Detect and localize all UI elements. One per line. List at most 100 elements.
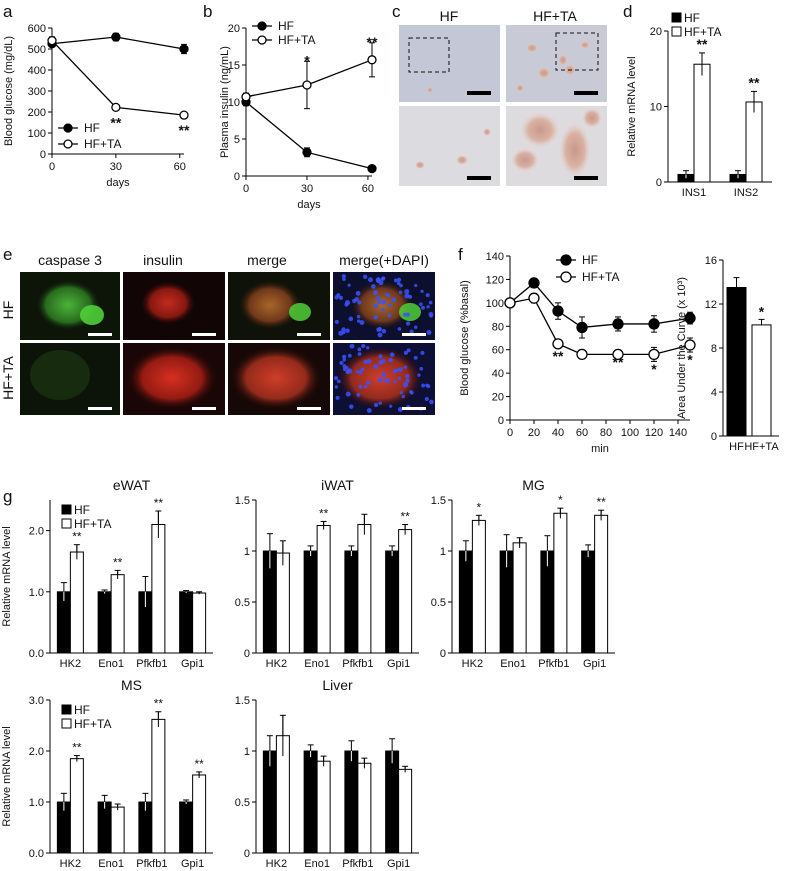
y-axis-label: Plasma insulin (ng/mL) bbox=[219, 46, 231, 158]
dapi-nucleus bbox=[420, 305, 426, 310]
chart-title: Liver bbox=[322, 677, 353, 693]
x-tick-label: Pfkfb1 bbox=[342, 658, 373, 670]
y-tick-label: 0.0 bbox=[29, 648, 44, 660]
dapi-nucleus bbox=[381, 373, 386, 378]
x-tick-label: Pfkfb1 bbox=[342, 858, 373, 870]
significance-marker: ** bbox=[400, 509, 410, 523]
y-tick-label: 80 bbox=[492, 321, 504, 333]
bar-HF+TA-Gpi1 bbox=[192, 592, 207, 654]
panel-e-col-insulin: insulin bbox=[143, 252, 183, 268]
bar-HF+TA-HK2 bbox=[275, 552, 290, 654]
y-tick-label: 10 bbox=[228, 97, 240, 109]
dapi-nucleus bbox=[347, 283, 351, 287]
x-tick-label: Eno1 bbox=[98, 858, 124, 870]
data-point-HF bbox=[612, 318, 624, 330]
x-tick-label: Eno1 bbox=[500, 658, 526, 670]
dapi-nucleus bbox=[373, 364, 379, 370]
bar-HF+TA-Eno1 bbox=[110, 574, 125, 654]
data-point-HF+TA bbox=[241, 92, 251, 102]
x-tick-label: HK2 bbox=[266, 658, 287, 670]
y-axis-label: Blood glucose (mg/dL) bbox=[3, 36, 15, 146]
data-point-HF bbox=[179, 44, 189, 54]
panel-e-row-hfta: HF+TA bbox=[0, 356, 16, 400]
dapi-nucleus bbox=[378, 360, 384, 365]
dapi-nucleus bbox=[409, 329, 414, 334]
dapi-nucleus bbox=[359, 320, 365, 325]
panel-label-g: g bbox=[3, 487, 12, 506]
bar-HF-Gpi1 bbox=[179, 591, 194, 654]
significance-marker: * bbox=[304, 52, 310, 68]
islet-stain-hfta bbox=[511, 41, 602, 178]
legend-swatch bbox=[61, 718, 72, 729]
bar-HF-HK2 bbox=[458, 550, 473, 654]
scale-bar-e5 bbox=[88, 407, 112, 410]
y-tick-label: 15 bbox=[228, 60, 240, 72]
legend-marker bbox=[63, 123, 73, 133]
bar-HF+TA-Pfkfb1 bbox=[357, 523, 372, 654]
y-tick-label: 400 bbox=[28, 65, 46, 77]
dapi-nucleus bbox=[405, 378, 410, 383]
dapi-nucleus bbox=[348, 316, 354, 322]
bar-HF+TA-Pfkfb1 bbox=[553, 512, 568, 654]
y-tick-label: 100 bbox=[486, 298, 504, 310]
dapi-nucleus bbox=[354, 297, 359, 302]
data-point-HF+TA bbox=[576, 348, 588, 361]
legend-swatch bbox=[671, 26, 682, 37]
data-point-HF+TA bbox=[528, 292, 540, 304]
dapi-nucleus bbox=[388, 358, 393, 363]
significance-marker: * bbox=[477, 500, 482, 514]
y-tick-label: 2.0 bbox=[29, 526, 44, 538]
dapi-nucleus bbox=[361, 343, 366, 349]
x-axis-label: days bbox=[297, 199, 321, 211]
significance-marker: * bbox=[687, 352, 693, 368]
bar-HF-Pfkfb1 bbox=[344, 750, 359, 854]
dapi-nucleus bbox=[397, 376, 402, 381]
scale-bar-hfta-zoom bbox=[574, 176, 598, 180]
panel-label-c: c bbox=[392, 2, 401, 21]
data-point-HF bbox=[367, 163, 377, 174]
panel-label-f: f bbox=[458, 245, 463, 264]
dapi-nucleus bbox=[333, 376, 339, 381]
dapi-nucleus bbox=[397, 406, 403, 412]
dapi-nucleus bbox=[409, 389, 413, 394]
dapi-nucleus bbox=[339, 360, 344, 366]
x-tick-label: HK2 bbox=[266, 858, 287, 870]
legend-label: HF bbox=[84, 121, 100, 135]
dapi-nucleus bbox=[381, 299, 387, 305]
chart-title: MG bbox=[522, 477, 545, 493]
y-axis-label: Area Under the Curve (x 10³) bbox=[676, 277, 688, 419]
dapi-nucleus bbox=[347, 368, 353, 374]
histology-hf-zoom bbox=[399, 106, 500, 186]
legend-label: HF bbox=[74, 703, 90, 717]
data-point-HF+TA bbox=[302, 80, 312, 90]
data-point-HF+TA bbox=[111, 102, 121, 113]
dapi-nucleus bbox=[426, 305, 430, 309]
chart-title: MS bbox=[121, 677, 142, 693]
x-tick-label: HK2 bbox=[462, 658, 483, 670]
chart-g-liver: 0 0.5 1 1.5 HK2 Eno1 Pfkfb1 Gpi1 Liver bbox=[235, 677, 419, 870]
x-tick-label: HF bbox=[729, 441, 744, 453]
bar-HF+TA-Gpi1 bbox=[192, 774, 207, 854]
bar-HF+TA-Pfkfb1 bbox=[151, 718, 166, 854]
dapi-nucleus bbox=[345, 391, 351, 397]
legend-label: HF+TA bbox=[74, 717, 111, 731]
bar-HF+TA-HK2 bbox=[471, 519, 486, 654]
y-tick-label: 1.0 bbox=[29, 587, 44, 599]
significance-marker: ** bbox=[367, 34, 378, 50]
dapi-nucleus bbox=[384, 378, 390, 384]
dapi-nucleus bbox=[425, 293, 430, 298]
bar-HF-Gpi1 bbox=[179, 801, 194, 854]
data-point-HF bbox=[528, 277, 540, 289]
dapi-nucleus bbox=[380, 277, 385, 281]
y-tick-label: 0.0 bbox=[29, 848, 44, 860]
significance-marker: ** bbox=[179, 122, 190, 138]
legend-swatch bbox=[671, 12, 682, 23]
bar-HF+TA-Eno1 bbox=[512, 542, 527, 654]
dapi-nucleus bbox=[403, 365, 408, 369]
bar-HF bbox=[726, 287, 747, 437]
y-tick-label: 0 bbox=[244, 848, 250, 860]
y-tick-label: 0.5 bbox=[235, 797, 250, 809]
dapi-nucleus bbox=[397, 327, 402, 331]
